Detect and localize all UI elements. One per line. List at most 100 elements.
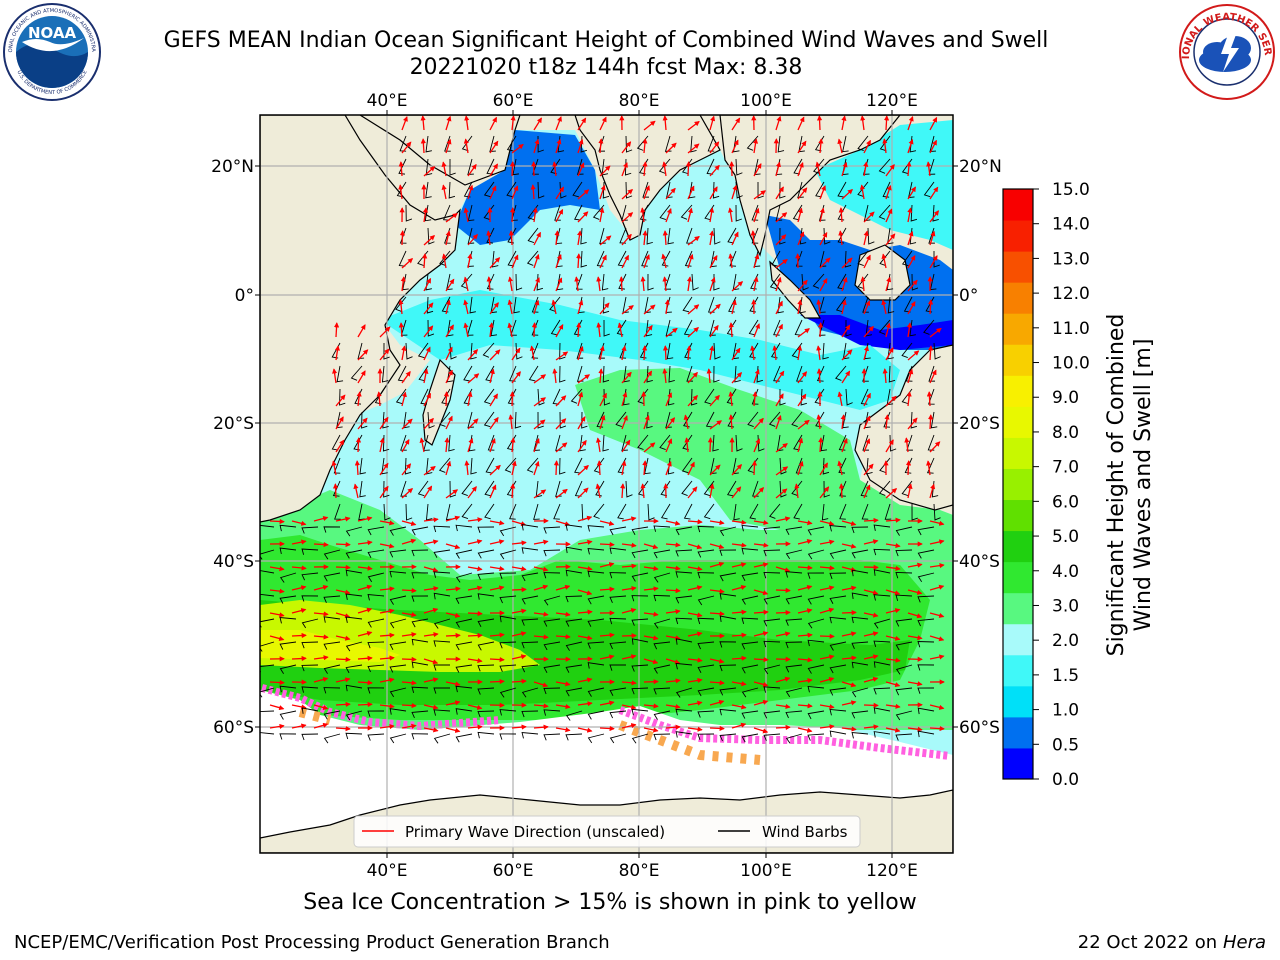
- wave-direction-arrow: [709, 658, 725, 664]
- wave-direction-arrow: [533, 138, 540, 154]
- wind-barb: [543, 709, 561, 716]
- wave-direction-arrow: [837, 391, 843, 407]
- wind-barb: [587, 641, 605, 649]
- wave-direction-arrow: [838, 207, 844, 223]
- wind-barb: [279, 641, 297, 650]
- wind-barb: [463, 365, 473, 382]
- wave-direction-arrow: [642, 138, 648, 154]
- wave-direction-arrow: [728, 253, 734, 269]
- colorbar-segment: [1003, 313, 1033, 345]
- footer-date-text: 22 Oct 2022 on: [1077, 932, 1223, 953]
- wave-direction-arrow: [577, 609, 593, 615]
- wind-barb: [301, 526, 319, 534]
- wind-barb: [470, 457, 477, 475]
- wind-barb: [785, 595, 803, 605]
- wind-barb: [660, 503, 671, 520]
- wave-direction-arrow: [269, 612, 285, 618]
- wave-direction-arrow: [907, 230, 914, 246]
- wind-barb: [565, 687, 583, 697]
- wave-direction-arrow: [841, 681, 857, 688]
- wind-barb: [345, 616, 363, 623]
- wave-direction-arrow: [379, 348, 390, 361]
- wind-barb: [609, 733, 627, 744]
- wave-direction-arrow: [445, 213, 458, 223]
- wave-direction-arrow: [859, 184, 865, 200]
- wind-barb: [664, 135, 672, 152]
- wave-direction-arrow: [709, 611, 725, 617]
- wave-direction-arrow: [620, 483, 626, 499]
- wave-direction-arrow: [907, 301, 916, 315]
- wind-barb: [735, 434, 743, 452]
- wave-direction-arrow: [885, 703, 901, 709]
- wind-barb: [331, 434, 341, 451]
- wave-direction-arrow: [819, 231, 828, 246]
- wave-direction-arrow: [841, 276, 848, 292]
- wind-barb: [829, 616, 847, 624]
- wind-barb: [469, 296, 476, 314]
- wave-direction-arrow: [841, 631, 857, 637]
- wind-barb: [579, 434, 586, 452]
- wave-direction-arrow: [488, 322, 494, 338]
- wind-barb: [735, 158, 743, 176]
- wave-direction-arrow: [642, 161, 648, 177]
- wave-direction-arrow: [291, 704, 307, 710]
- wind-barb: [763, 664, 781, 675]
- wave-direction-arrow: [863, 438, 871, 453]
- wind-barb: [367, 641, 385, 649]
- wave-direction-arrow: [555, 116, 562, 131]
- wind-barb: [477, 618, 495, 628]
- wave-direction-arrow: [929, 584, 945, 591]
- wind-barb: [691, 273, 699, 291]
- wind-barb: [361, 411, 368, 429]
- wave-direction-arrow: [816, 414, 822, 430]
- wave-direction-arrow: [376, 391, 382, 407]
- map-area: [260, 115, 953, 853]
- wind-barb: [483, 181, 495, 198]
- wave-direction-arrow: [643, 727, 659, 733]
- wind-barb: [675, 595, 693, 604]
- wind-barb: [537, 181, 545, 199]
- wind-barb: [609, 595, 627, 603]
- wave-direction-arrow: [335, 677, 351, 683]
- wave-direction-arrow: [511, 254, 519, 269]
- lon-top-60: 60°E: [493, 91, 534, 111]
- wave-direction-arrow: [577, 345, 584, 361]
- wave-direction-arrow: [687, 236, 700, 246]
- wave-direction-arrow: [929, 704, 945, 710]
- wind-barb: [559, 365, 566, 383]
- wave-direction-arrow: [533, 374, 547, 384]
- wind-barb: [851, 661, 869, 669]
- wave-direction-arrow: [643, 414, 650, 430]
- wave-direction-arrow: [775, 370, 785, 384]
- wave-direction-arrow: [357, 540, 373, 546]
- wave-direction-arrow: [313, 516, 329, 522]
- wave-direction-arrow: [467, 610, 483, 617]
- wave-direction-arrow: [577, 464, 589, 476]
- colorbar-tick-label: 12.0: [1052, 284, 1090, 304]
- wind-barb: [741, 664, 759, 674]
- wave-direction-arrow: [687, 486, 698, 499]
- colorbar-tick-label: 15.0: [1052, 180, 1090, 200]
- colorbar-segment: [1003, 561, 1033, 594]
- wave-direction-arrow: [423, 465, 436, 476]
- wind-barb: [637, 434, 649, 450]
- wave-direction-arrow: [401, 488, 414, 499]
- wave-direction-arrow: [753, 542, 769, 548]
- wave-direction-arrow: [599, 302, 610, 315]
- wave-direction-arrow: [687, 304, 700, 315]
- wind-barb: [712, 434, 719, 452]
- ocean-region-east: [815, 120, 953, 250]
- wind-barb: [741, 595, 759, 605]
- wind-barb: [609, 641, 627, 650]
- wind-barb: [543, 687, 561, 695]
- wind-barb: [389, 595, 407, 605]
- wave-direction-arrow: [355, 437, 362, 453]
- wind-barb: [489, 135, 496, 152]
- wave-direction-arrow: [511, 143, 524, 154]
- wave-direction-arrow: [687, 543, 703, 550]
- wave-direction-arrow: [467, 566, 483, 572]
- wave-direction-arrow: [775, 161, 781, 177]
- wave-direction-arrow: [401, 587, 417, 594]
- wind-barb: [301, 572, 319, 581]
- colorbar-tick-label: 1.0: [1052, 701, 1079, 721]
